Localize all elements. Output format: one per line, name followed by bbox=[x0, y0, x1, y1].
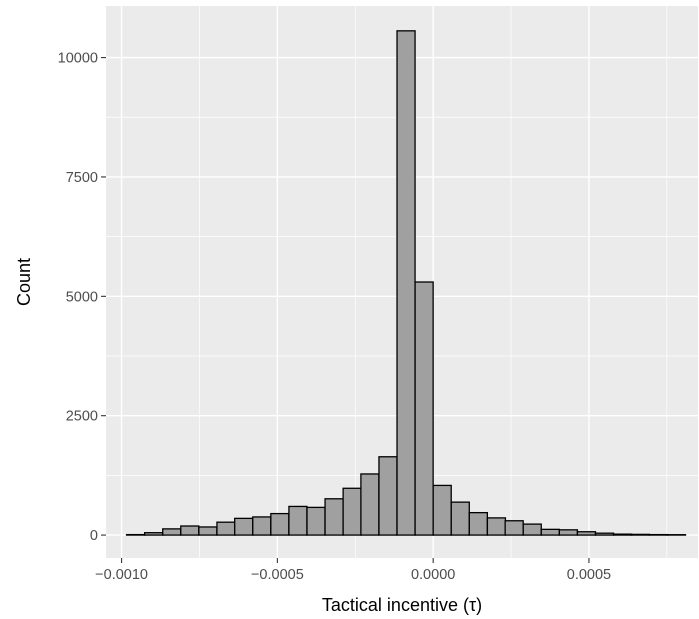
histogram-bar bbox=[450, 501, 470, 536]
y-axis-title: Count bbox=[14, 258, 34, 306]
histogram-bar bbox=[504, 520, 524, 536]
histogram-bar bbox=[576, 531, 597, 536]
x-tick-label: 0.0000 bbox=[411, 567, 455, 583]
y-axis: 0 2500 5000 7500 10000 bbox=[58, 51, 106, 544]
histogram-bar bbox=[594, 532, 615, 536]
x-tick-label: 0.0005 bbox=[567, 567, 611, 583]
y-tick-label: 7500 bbox=[66, 170, 98, 186]
histogram-bar bbox=[342, 487, 362, 536]
histogram-bar bbox=[216, 521, 236, 536]
histogram-bar bbox=[432, 484, 452, 536]
histogram-bar bbox=[522, 523, 542, 536]
histogram-bar bbox=[540, 528, 560, 536]
histogram-bar bbox=[630, 533, 651, 536]
histogram-bar bbox=[612, 533, 633, 536]
x-tick-label: −0.0005 bbox=[251, 567, 304, 583]
histogram-bar bbox=[198, 526, 218, 536]
histogram-bar bbox=[396, 30, 416, 536]
histogram-bar bbox=[180, 525, 200, 536]
y-tick-label: 0 bbox=[90, 528, 98, 544]
histogram-bar bbox=[288, 505, 308, 536]
y-tick-label: 2500 bbox=[66, 409, 98, 425]
y-tick-label: 10000 bbox=[58, 51, 98, 67]
x-tick-label: −0.0010 bbox=[95, 567, 148, 583]
histogram-bar bbox=[234, 517, 254, 536]
histogram-bar bbox=[162, 528, 182, 536]
histogram-bar bbox=[270, 512, 290, 536]
histogram-bars bbox=[125, 30, 687, 536]
y-tick-label: 5000 bbox=[66, 289, 98, 305]
histogram-bar bbox=[468, 511, 489, 536]
x-axis-title: Tactical incentive (τ) bbox=[322, 595, 482, 615]
histogram-bar bbox=[558, 529, 579, 536]
histogram-bar bbox=[324, 498, 344, 536]
x-axis: −0.0010 −0.0005 0.0000 0.0005 bbox=[95, 558, 611, 583]
histogram-bar bbox=[144, 532, 164, 536]
histogram-bar bbox=[252, 516, 272, 536]
histogram-bar bbox=[414, 281, 434, 536]
histogram-bar bbox=[378, 456, 398, 536]
histogram-bar bbox=[486, 517, 507, 536]
histogram-bar bbox=[360, 473, 380, 536]
histogram-bar bbox=[306, 506, 326, 536]
